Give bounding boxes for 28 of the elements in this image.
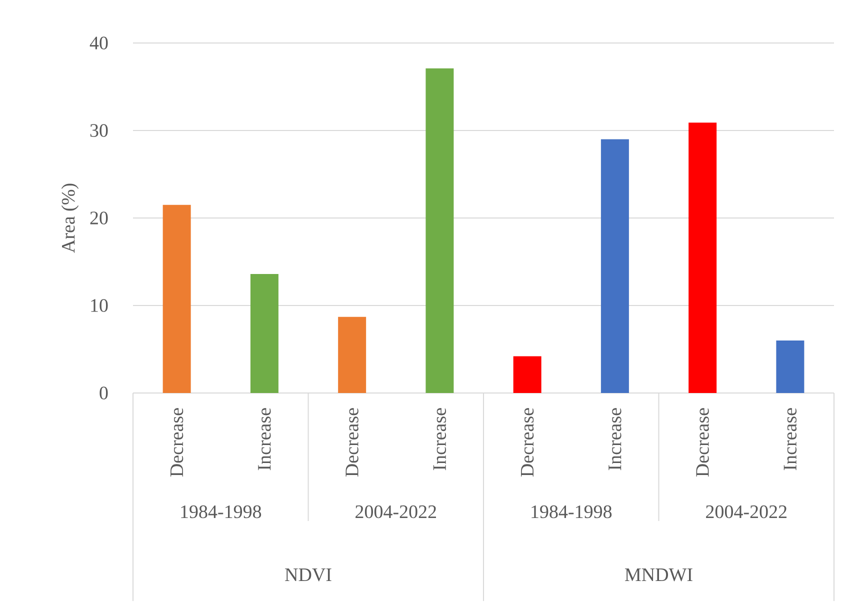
text: MNDWI (625, 568, 692, 582)
bar (600, 139, 629, 393)
x-tick-label: Increase (258, 408, 271, 470)
x-tick-label: Decrease (521, 408, 534, 477)
x-tick-label: Decrease (346, 408, 358, 477)
x-tick-label: Increase (433, 408, 446, 470)
text: 2004-2022 (356, 505, 436, 518)
x-tick-label: Increase (608, 408, 622, 470)
y-axis-title: Area (%) (61, 184, 79, 253)
text: 1984-1998 (532, 505, 612, 518)
y-tick-label: 30 (90, 124, 108, 137)
text: 2004-2022 (706, 505, 786, 518)
x-tick-label: Decrease (696, 408, 709, 477)
bar (162, 204, 191, 393)
y-tick-label: 40 (90, 36, 108, 50)
bar (776, 340, 804, 393)
bar (338, 316, 366, 393)
y-tick-label: 10 (91, 299, 108, 312)
y-tick-label: 20 (90, 212, 108, 224)
text: 1984-1998 (181, 505, 262, 518)
bar (250, 274, 278, 393)
y-tick-label: 0 (100, 386, 108, 400)
bar (688, 122, 717, 393)
x-tick-label: Increase (784, 408, 797, 470)
x-tick-label: Decrease (170, 408, 184, 477)
text: NDVI (285, 568, 332, 582)
bar (426, 68, 454, 393)
bar (513, 356, 542, 393)
